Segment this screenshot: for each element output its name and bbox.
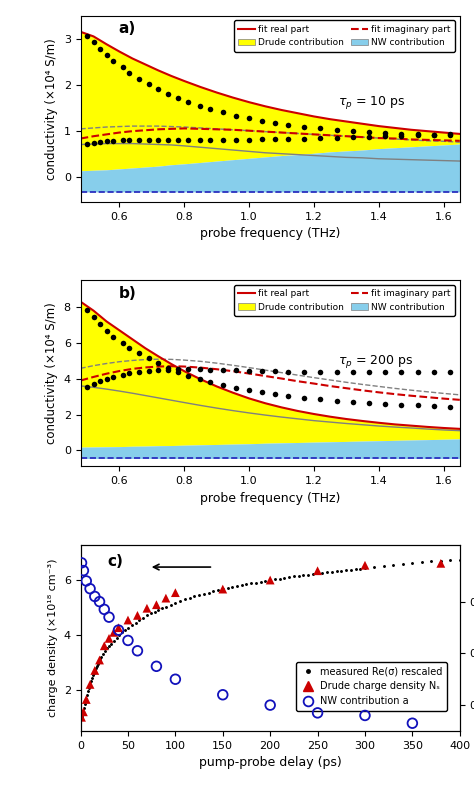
Point (172, 586, 179, 599)
Point (91, 664, 99, 677)
Point (105, 611, 113, 623)
Text: $\tau_p$ = 200 ps: $\tau_p$ = 200 ps (338, 353, 414, 370)
Legend: measured Re(σ) rescaled, Drude charge density Nₛ, NW contribution a: measured Re(σ) rescaled, Drude charge de… (296, 662, 447, 711)
Point (437, 557, 445, 570)
Point (172, 673, 179, 685)
Point (110, 626, 118, 639)
Point (124, 614, 132, 626)
Text: b): b) (118, 286, 136, 301)
Point (134, 645, 141, 657)
Text: a): a) (118, 21, 136, 36)
Point (162, 592, 170, 604)
Point (314, 564, 321, 577)
Point (82, 575, 90, 587)
Point (266, 699, 274, 711)
Point (153, 598, 160, 611)
Point (134, 609, 141, 622)
Point (115, 622, 122, 634)
Point (124, 634, 132, 647)
Text: c): c) (107, 554, 123, 569)
Text: $\tau_p$ = 10 ps: $\tau_p$ = 10 ps (338, 94, 406, 112)
Point (82, 693, 90, 706)
X-axis label: pump-probe delay (ps): pump-probe delay (ps) (199, 756, 342, 769)
Point (86, 678, 94, 691)
Point (266, 574, 274, 586)
Point (409, 717, 416, 729)
Point (80, 564, 87, 577)
Y-axis label: conductivity (×10⁴ S/m): conductivity (×10⁴ S/m) (45, 38, 58, 180)
Point (78, 711, 85, 724)
Point (78, 556, 85, 569)
Y-axis label: conductivity (×10⁴ S/m): conductivity (×10⁴ S/m) (45, 303, 58, 444)
Point (153, 660, 160, 673)
Point (219, 689, 227, 701)
X-axis label: probe frequency (THz): probe frequency (THz) (200, 492, 340, 505)
Point (361, 559, 369, 571)
Point (80, 706, 87, 718)
Point (143, 602, 151, 615)
Point (105, 632, 113, 645)
Point (96, 595, 103, 608)
X-axis label: probe frequency (THz): probe frequency (THz) (200, 227, 340, 241)
Legend: fit real part, Drude contribution, fit imaginary part, NW contribution: fit real part, Drude contribution, fit i… (234, 285, 455, 316)
Point (314, 707, 321, 719)
Point (361, 709, 369, 722)
Point (115, 624, 122, 637)
Point (91, 590, 99, 603)
Point (96, 654, 103, 667)
Point (86, 582, 94, 595)
Point (100, 640, 108, 652)
Point (219, 582, 227, 595)
Legend: fit real part, Drude contribution, fit imaginary part, NW contribution: fit real part, Drude contribution, fit i… (234, 20, 455, 52)
Y-axis label: charge density (×10¹⁸ cm⁻³): charge density (×10¹⁸ cm⁻³) (48, 559, 58, 717)
Point (100, 603, 108, 615)
